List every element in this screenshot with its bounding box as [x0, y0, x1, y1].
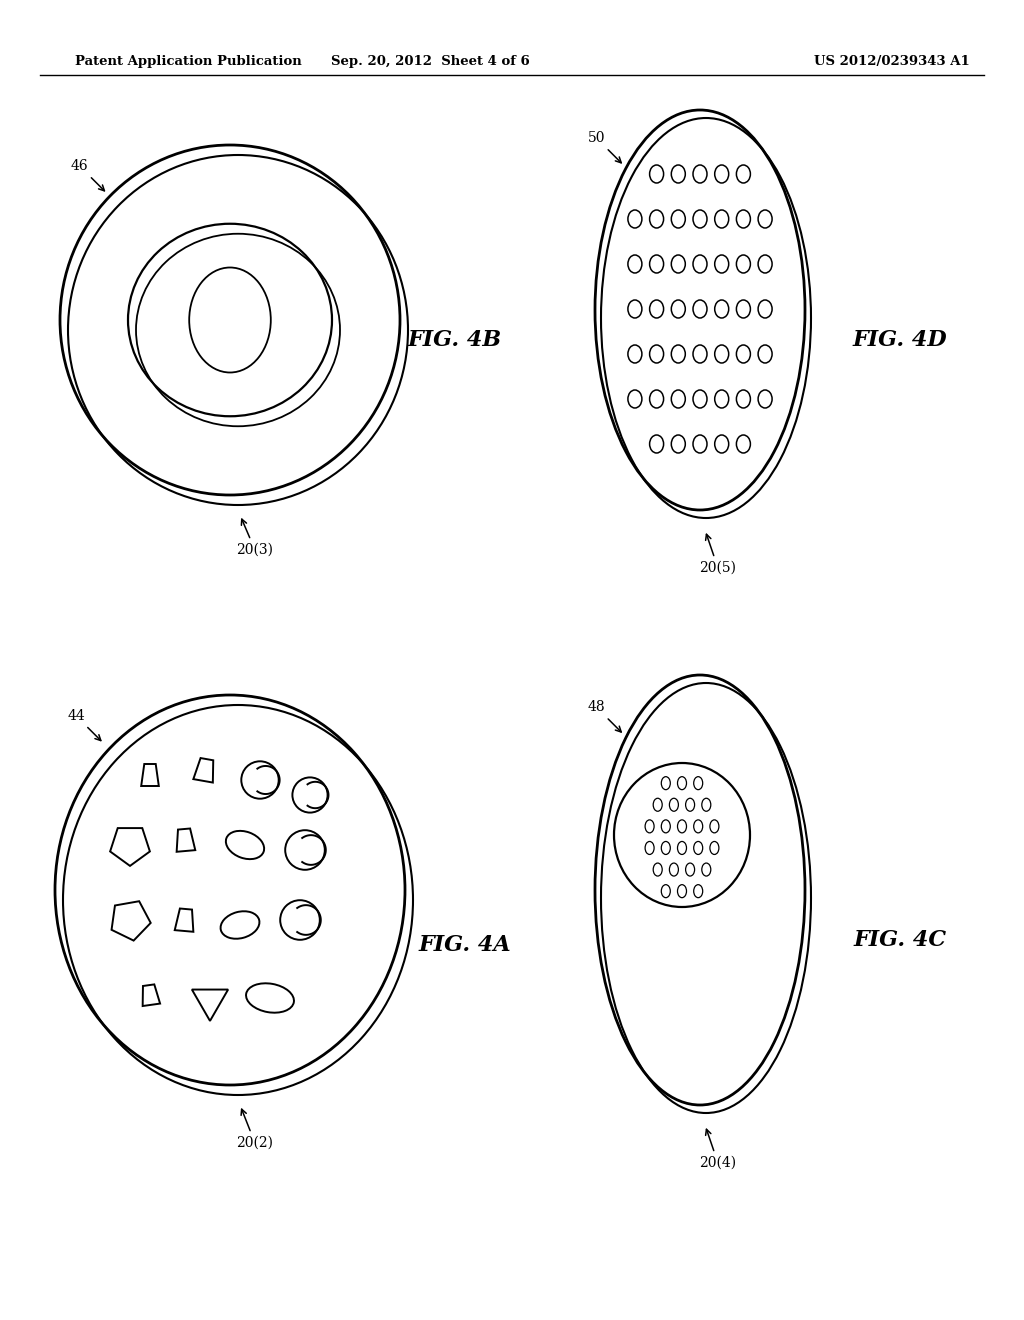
Text: 50: 50 [588, 131, 622, 162]
Text: FIG. 4D: FIG. 4D [853, 329, 947, 351]
Ellipse shape [614, 763, 750, 907]
Text: 44: 44 [68, 709, 100, 741]
Text: Patent Application Publication: Patent Application Publication [75, 55, 302, 69]
Text: Sep. 20, 2012  Sheet 4 of 6: Sep. 20, 2012 Sheet 4 of 6 [331, 55, 529, 69]
Text: 20(4): 20(4) [699, 1129, 736, 1170]
Text: 48: 48 [588, 700, 622, 733]
Text: FIG. 4C: FIG. 4C [853, 929, 946, 950]
Text: 20(2): 20(2) [237, 1109, 273, 1150]
Text: FIG. 4A: FIG. 4A [419, 935, 511, 956]
Text: FIG. 4B: FIG. 4B [408, 329, 502, 351]
Text: 20(5): 20(5) [699, 535, 736, 576]
Text: US 2012/0239343 A1: US 2012/0239343 A1 [814, 55, 970, 69]
Text: 20(3): 20(3) [237, 519, 273, 557]
Text: 46: 46 [71, 158, 104, 191]
